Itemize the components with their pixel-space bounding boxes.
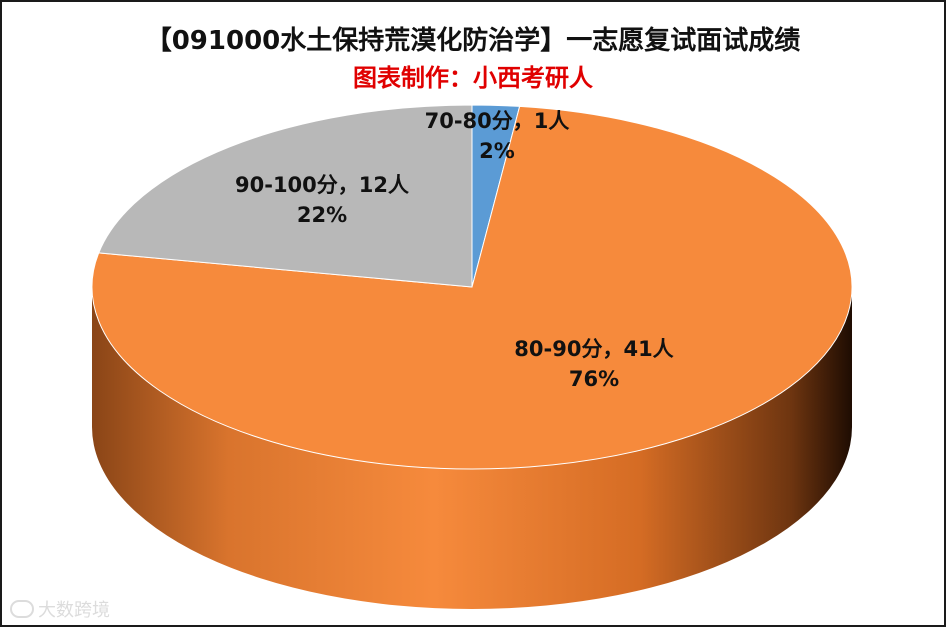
pie-top-faces xyxy=(91,104,853,470)
pie-side-walls xyxy=(92,287,852,609)
slice-pct-70-80: 2% xyxy=(479,139,515,163)
weibo-logo-icon xyxy=(10,600,34,618)
slice-label-80-90: 80-90分，41人 xyxy=(514,337,673,361)
chart-title: 【091000水土保持荒漠化防治学】一志愿复试面试成绩 xyxy=(145,26,801,56)
pie-labels: 70-80分，1人 2% 90-100分，12人 22% 80-90分，41人 … xyxy=(235,109,674,391)
pie-slice-90-100 xyxy=(98,104,473,288)
chart-subtitle: 图表制作：小西考研人 xyxy=(353,64,593,92)
slice-label-70-80: 70-80分，1人 xyxy=(425,109,570,133)
watermark-text: 大数跨境 xyxy=(38,600,110,621)
slice-label-90-100: 90-100分，12人 xyxy=(235,173,409,197)
pie-slice-80-90 xyxy=(91,105,853,470)
slice-pct-80-90: 76% xyxy=(569,367,619,391)
slice-pct-90-100: 22% xyxy=(297,203,347,227)
pie-side-80-90 xyxy=(92,287,852,609)
watermark: 大数跨境 xyxy=(10,596,110,622)
